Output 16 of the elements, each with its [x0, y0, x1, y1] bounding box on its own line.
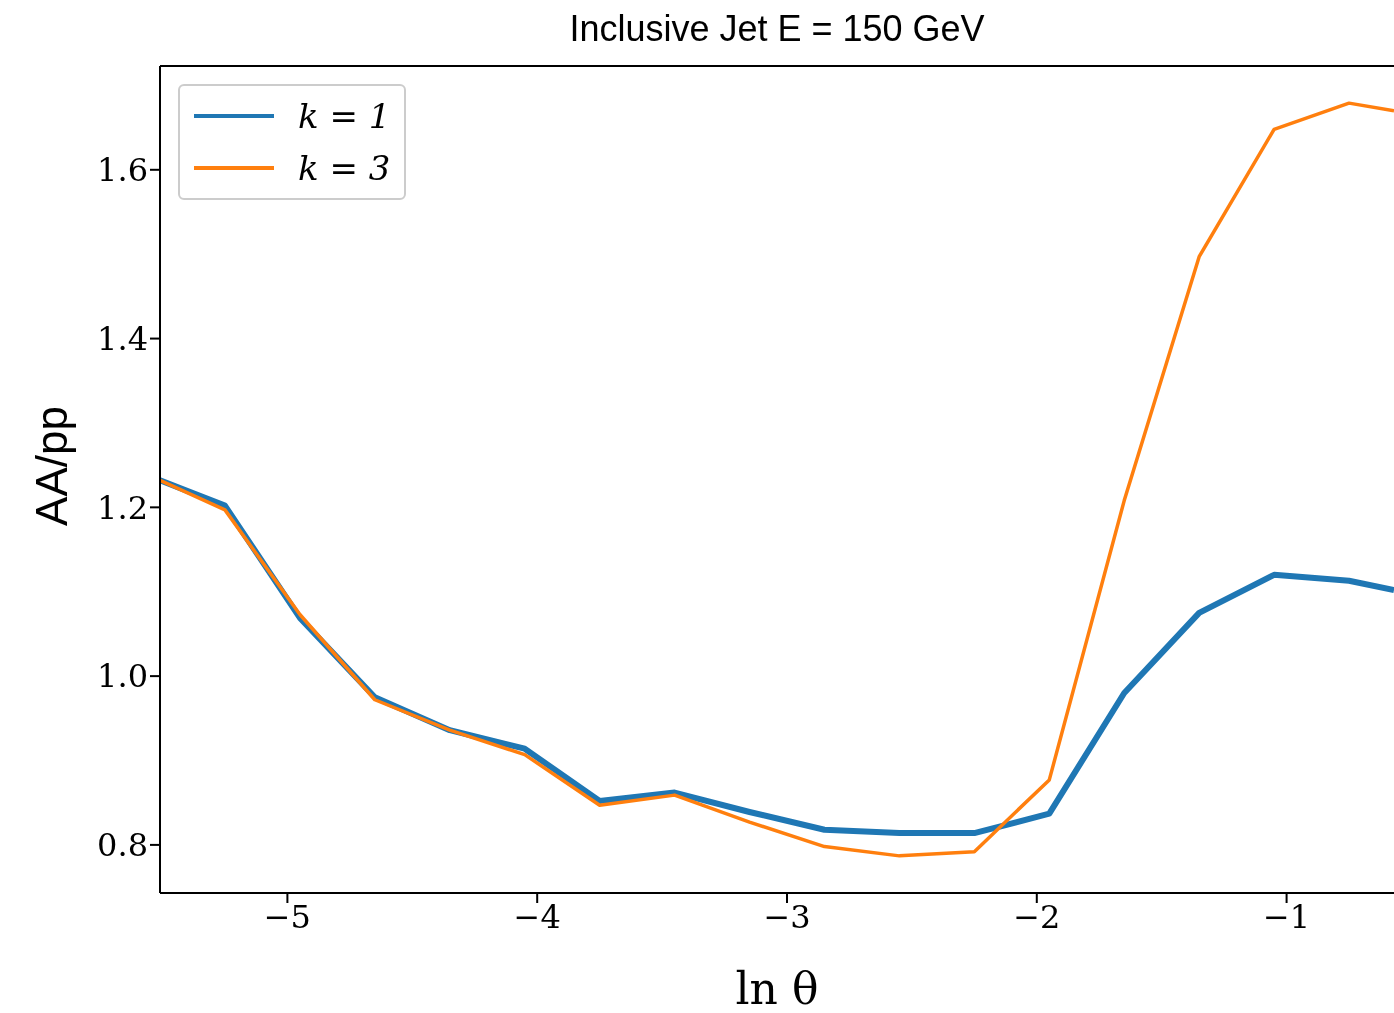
y-tick-label: 1.4	[97, 319, 148, 358]
x-tick-label: −3	[763, 897, 811, 936]
x-tick-label: −2	[1013, 897, 1061, 936]
y-tick-label: 0.8	[97, 826, 148, 865]
y-tick-label: 1.0	[97, 657, 148, 696]
x-axis-title: ln θ	[734, 963, 820, 1013]
y-tick-label: 1.6	[97, 151, 148, 190]
line-series	[160, 101, 1394, 858]
legend-label: k = 3	[298, 147, 391, 190]
chart-title: Inclusive Jet E = 150 GeV	[568, 8, 986, 50]
y-tick-label: 1.2	[97, 488, 148, 527]
x-tick-label: −1	[1263, 897, 1311, 936]
y-axis-title: AA/pp	[27, 406, 77, 526]
x-tick-label: −4	[513, 897, 561, 936]
legend-label: k = 1	[298, 95, 391, 138]
x-tick-label: −5	[263, 897, 311, 936]
